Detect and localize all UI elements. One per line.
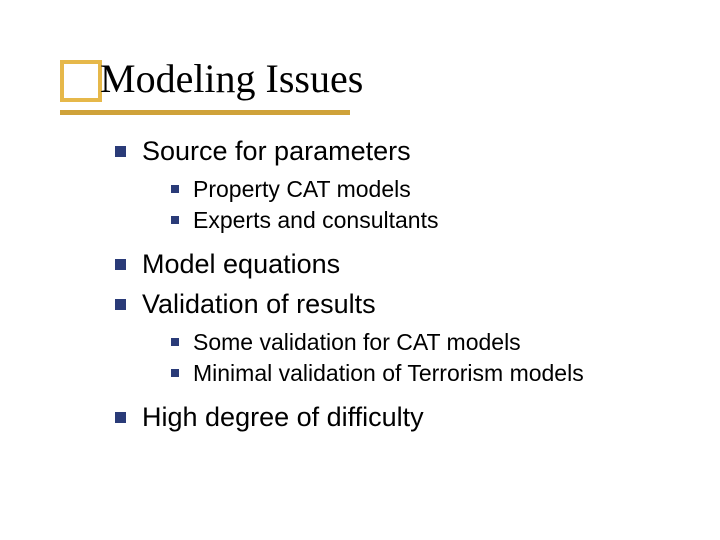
list-subitem-text: Property CAT models [193,175,411,204]
bullet-icon [171,369,179,377]
slide-body: Source for parameters Property CAT model… [115,135,690,441]
list-item: Model equations [115,248,690,282]
bullet-icon [115,259,126,270]
title-accent-bar [60,110,350,115]
list-item-text: Validation of results [142,288,376,322]
slide-title: Modeling Issues [100,55,363,102]
sublist: Property CAT models Experts and consulta… [171,175,690,235]
list-item-text: Source for parameters [142,135,411,169]
list-item: High degree of difficulty [115,401,690,435]
bullet-icon [115,146,126,157]
list-subitem: Some validation for CAT models [171,328,690,357]
bullet-icon [171,338,179,346]
list-subitem-text: Minimal validation of Terrorism models [193,359,584,388]
bullet-icon [171,216,179,224]
list-subitem: Property CAT models [171,175,690,204]
list-item: Validation of results [115,288,690,322]
list-subitem-text: Experts and consultants [193,206,438,235]
slide: Modeling Issues Source for parameters Pr… [0,0,720,540]
list-subitem: Experts and consultants [171,206,690,235]
list-subitem: Minimal validation of Terrorism models [171,359,690,388]
sublist: Some validation for CAT models Minimal v… [171,328,690,388]
bullet-icon [115,412,126,423]
list-item: Source for parameters [115,135,690,169]
bullet-icon [171,185,179,193]
list-subitem-text: Some validation for CAT models [193,328,521,357]
list-item-text: High degree of difficulty [142,401,424,435]
title-accent-square [60,60,102,102]
list-item-text: Model equations [142,248,340,282]
bullet-icon [115,299,126,310]
